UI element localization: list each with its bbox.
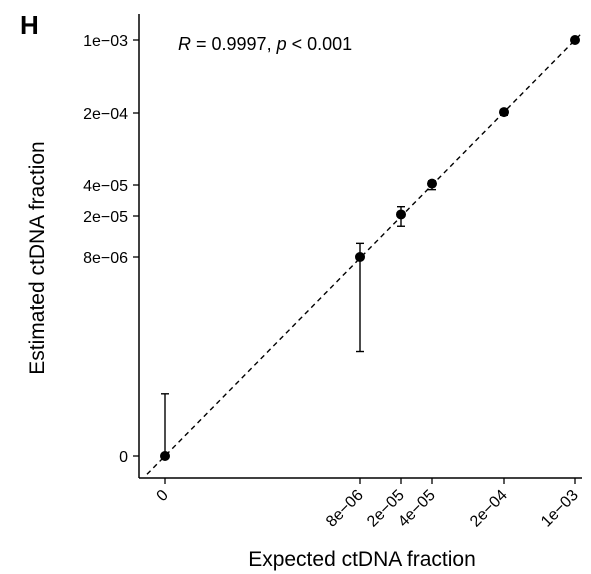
- data-point: [427, 178, 437, 189]
- data-point: [160, 451, 170, 461]
- x-tick-label: 0: [154, 487, 172, 505]
- x-tick-label: 1e−03: [538, 487, 582, 531]
- x-axis-title: Expected ctDNA fraction: [248, 548, 476, 571]
- y-tick-label: 2e−05: [83, 209, 128, 226]
- p-symbol: p: [276, 34, 287, 54]
- data-point: [396, 209, 406, 220]
- p-value: < 0.001: [287, 34, 353, 54]
- data-point-group: [570, 35, 580, 45]
- x-tick-label: 2e−04: [467, 487, 511, 531]
- x-tick-label: 8e−06: [323, 487, 367, 531]
- y-axis-title: Estimated ctDNA fraction: [26, 141, 49, 374]
- data-point-group: [427, 178, 437, 191]
- panel-label: H: [20, 10, 39, 40]
- y-tick-label: 0: [119, 449, 128, 466]
- data-point-group: [396, 205, 406, 227]
- data-point-group: [160, 393, 170, 461]
- y-tick-label: 1e−03: [83, 33, 128, 50]
- y-tick-label: 2e−04: [83, 106, 128, 123]
- identity-reference-line: [146, 32, 583, 475]
- data-point: [499, 107, 509, 118]
- data-point-group: [499, 107, 509, 118]
- data-point: [570, 35, 580, 45]
- correlation-annotation: R = 0.9997, p < 0.001: [178, 34, 352, 54]
- y-tick-label: 8e−06: [83, 250, 128, 267]
- data-point-group: [355, 242, 365, 353]
- y-tick-label: 4e−05: [83, 178, 128, 195]
- data-points: [160, 35, 580, 461]
- data-point: [355, 252, 365, 262]
- r-value: = 0.9997,: [191, 34, 277, 54]
- r-symbol: R: [178, 34, 191, 54]
- y-axis-ticks: 0 8e−06 2e−05 4e−05 2e−04 1e−03: [83, 33, 139, 466]
